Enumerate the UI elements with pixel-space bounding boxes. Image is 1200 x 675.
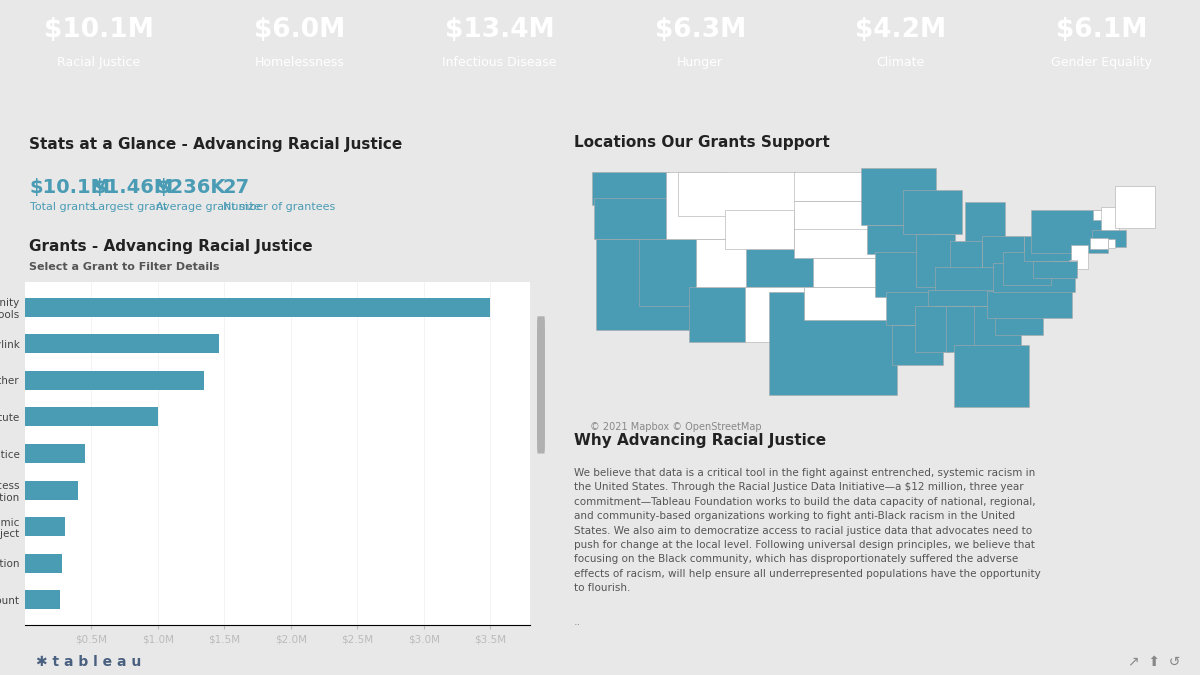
Bar xyxy=(1003,252,1051,285)
Bar xyxy=(986,291,1073,318)
Text: $6.3M: $6.3M xyxy=(655,17,746,43)
Bar xyxy=(1092,230,1126,246)
Bar xyxy=(1069,260,1078,273)
Bar xyxy=(866,225,930,254)
Bar xyxy=(928,290,1013,306)
Text: $6.0M: $6.0M xyxy=(253,17,344,43)
Text: $13.4M: $13.4M xyxy=(445,17,554,43)
Bar xyxy=(946,306,980,352)
Bar xyxy=(949,241,982,279)
Bar xyxy=(25,481,78,500)
Bar xyxy=(1031,210,1108,253)
Bar xyxy=(769,292,896,395)
Bar xyxy=(25,334,220,353)
Text: Largest grant: Largest grant xyxy=(92,202,168,212)
Bar xyxy=(917,234,955,287)
Bar xyxy=(1072,245,1088,269)
Bar xyxy=(793,201,869,234)
Bar xyxy=(690,287,746,342)
Text: Total grants: Total grants xyxy=(30,202,95,212)
Bar xyxy=(860,168,936,225)
Text: $1.46M: $1.46M xyxy=(92,178,174,196)
Text: Homelessness: Homelessness xyxy=(254,56,344,69)
Bar xyxy=(25,517,65,536)
Bar xyxy=(25,298,490,317)
Bar xyxy=(25,554,62,573)
Text: Gender Equality: Gender Equality xyxy=(1051,56,1152,69)
Text: Stats at a Glance - Advancing Racial Justice: Stats at a Glance - Advancing Racial Jus… xyxy=(29,136,402,151)
Text: Number of grantees: Number of grantees xyxy=(223,202,335,212)
Bar xyxy=(892,325,943,365)
Text: We believe that data is a critical tool in the fight against entrenched, systemi: We believe that data is a critical tool … xyxy=(574,468,1040,593)
Text: ✱ t a b l e a u: ✱ t a b l e a u xyxy=(36,655,142,668)
Text: Racial Justice: Racial Justice xyxy=(58,56,140,69)
Bar xyxy=(1100,207,1120,232)
Bar xyxy=(745,287,804,342)
Bar xyxy=(804,287,888,320)
Bar xyxy=(25,591,60,610)
Bar xyxy=(678,171,794,216)
Bar xyxy=(696,239,746,287)
Bar xyxy=(992,263,1075,292)
Bar xyxy=(596,239,696,330)
Text: $10.1M: $10.1M xyxy=(44,17,154,43)
Bar xyxy=(726,210,793,248)
Bar xyxy=(638,239,697,306)
Text: ↗  ⬆  ↺: ↗ ⬆ ↺ xyxy=(1128,655,1181,668)
Bar xyxy=(974,306,1021,350)
Bar xyxy=(935,267,1010,292)
FancyBboxPatch shape xyxy=(538,317,545,454)
Bar xyxy=(592,171,668,205)
Text: 27: 27 xyxy=(223,178,250,196)
Text: $10.1M: $10.1M xyxy=(30,178,110,196)
Bar xyxy=(887,292,935,325)
Bar xyxy=(1115,186,1156,228)
Bar xyxy=(1093,210,1111,219)
Bar xyxy=(875,252,940,296)
Text: $6.1M: $6.1M xyxy=(1056,17,1147,43)
Bar xyxy=(594,198,673,239)
Bar xyxy=(814,258,887,287)
Bar xyxy=(793,171,866,201)
Bar xyxy=(996,304,1043,335)
Bar xyxy=(1024,236,1080,261)
Bar xyxy=(25,408,158,427)
Bar xyxy=(1033,261,1078,278)
Text: Locations Our Grants Support: Locations Our Grants Support xyxy=(574,134,829,149)
Bar xyxy=(25,371,204,390)
Text: Grants - Advancing Racial Justice: Grants - Advancing Racial Justice xyxy=(29,240,313,254)
Bar xyxy=(1090,238,1109,248)
Text: Hunger: Hunger xyxy=(677,56,724,69)
Text: Select a Grant to Filter Details: Select a Grant to Filter Details xyxy=(29,262,220,272)
Bar xyxy=(902,190,962,234)
Bar xyxy=(25,444,85,463)
Bar xyxy=(982,236,1024,273)
Text: Average grant size: Average grant size xyxy=(156,202,260,212)
Bar xyxy=(1108,239,1115,248)
Text: Climate: Climate xyxy=(877,56,925,69)
Bar xyxy=(666,171,726,239)
Text: © 2021 Mapbox © OpenStreetMap: © 2021 Mapbox © OpenStreetMap xyxy=(590,422,762,432)
Text: $236K: $236K xyxy=(156,178,226,196)
Bar xyxy=(745,248,814,287)
Bar xyxy=(793,230,880,258)
Text: Infectious Disease: Infectious Disease xyxy=(443,56,557,69)
Text: $4.2M: $4.2M xyxy=(856,17,947,43)
Text: Why Advancing Racial Justice: Why Advancing Racial Justice xyxy=(574,433,826,448)
Bar xyxy=(965,202,1006,242)
Bar xyxy=(954,345,1028,407)
Bar xyxy=(914,306,949,352)
Text: ..: .. xyxy=(574,617,581,627)
